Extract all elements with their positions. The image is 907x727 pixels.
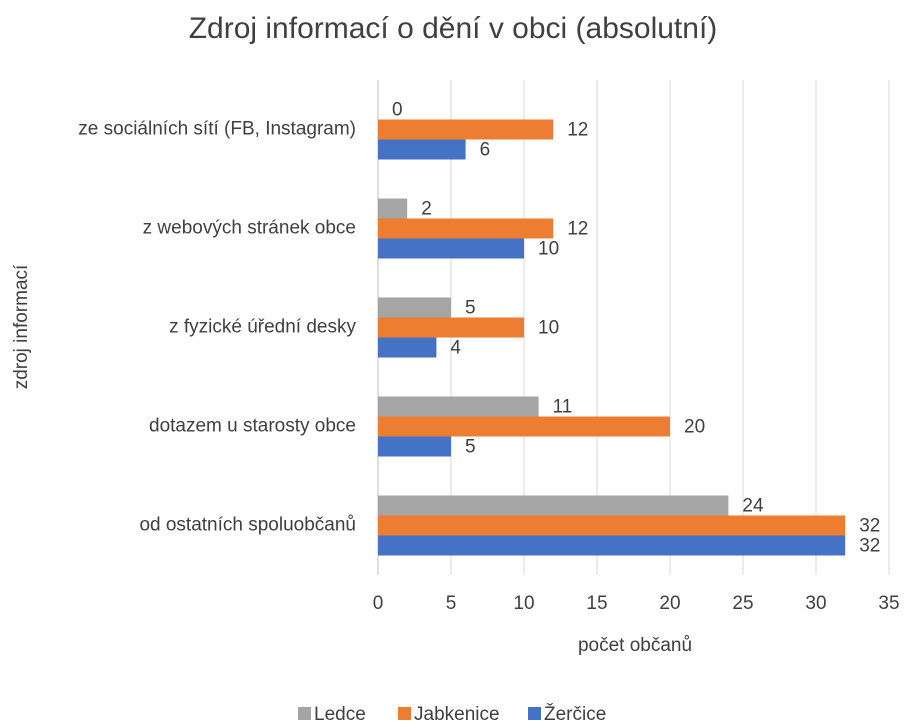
bar (378, 495, 729, 516)
chart-title: Zdroj informací o dění v obci (absolutní… (189, 12, 718, 45)
y-tick-label: od ostatních spoluobčanů (139, 515, 356, 536)
data-label: 4 (450, 338, 461, 359)
x-tick-label: 0 (373, 593, 384, 614)
legend-label: Žerčice (544, 703, 606, 725)
x-tick-label: 30 (805, 593, 826, 614)
bar (378, 238, 524, 259)
y-tick-label: ze sociálních sítí (FB, Instagram) (78, 119, 356, 140)
data-label: 20 (684, 417, 705, 438)
bar (378, 416, 670, 437)
data-label: 5 (465, 437, 476, 458)
bar (378, 515, 846, 536)
data-label: 12 (567, 120, 588, 141)
x-tick-label: 20 (659, 593, 680, 614)
bar (378, 317, 524, 338)
legend-swatch (298, 707, 311, 720)
x-tick-label: 25 (732, 593, 753, 614)
data-label: 2 (421, 199, 432, 220)
y-tick-label: z webových stránek obce (143, 218, 356, 239)
x-axis-label: počet občanů (578, 635, 692, 656)
data-label: 24 (742, 496, 764, 517)
y-tick-label: dotazem u starosty obce (149, 416, 356, 437)
data-label: 6 (480, 140, 491, 161)
bar (378, 139, 466, 160)
bar (378, 198, 408, 219)
x-tick-label: 35 (878, 593, 899, 614)
x-tick-label: 10 (513, 593, 534, 614)
data-label: 11 (553, 397, 573, 418)
data-label: 5 (465, 298, 476, 319)
bar (378, 396, 539, 417)
x-tick-label: 5 (446, 593, 457, 614)
bar (378, 337, 437, 358)
legend-swatch (398, 707, 411, 720)
legend-label: Jabkenice (414, 704, 500, 725)
bar (378, 119, 554, 140)
data-label: 32 (859, 516, 880, 537)
data-label: 10 (538, 239, 559, 260)
data-label: 12 (567, 219, 588, 240)
data-label: 0 (392, 100, 403, 121)
data-label: 32 (859, 536, 880, 557)
bar (378, 297, 451, 318)
y-tick-label: z fyzické úřední desky (169, 317, 356, 338)
bar (378, 535, 846, 556)
legend-label: Ledce (314, 704, 366, 725)
y-axis-label: zdroj informací (11, 264, 32, 389)
legend-swatch (528, 707, 541, 720)
bar (378, 436, 451, 457)
data-label: 10 (538, 318, 559, 339)
x-tick-label: 15 (586, 593, 607, 614)
bar (378, 218, 554, 239)
